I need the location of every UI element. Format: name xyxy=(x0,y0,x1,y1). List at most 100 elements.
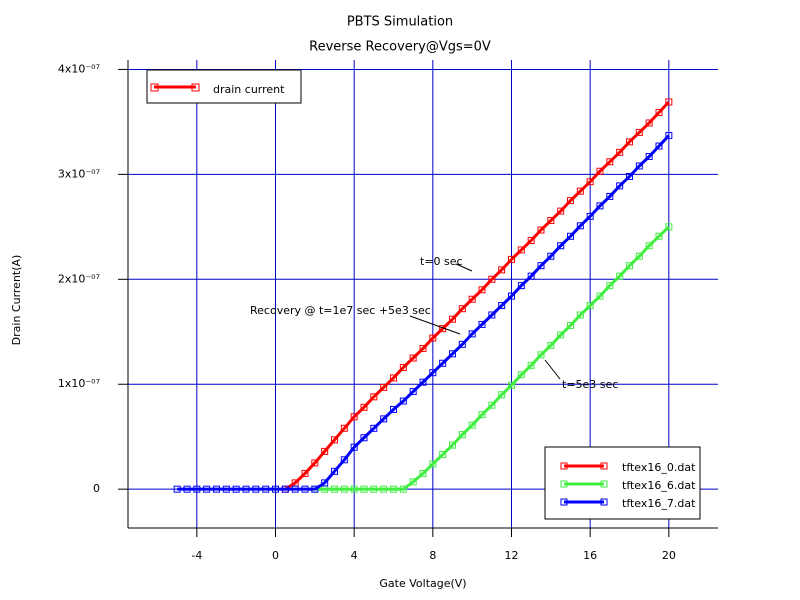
data-point xyxy=(616,272,624,280)
data-point xyxy=(517,282,525,290)
chart-title: PBTS Simulation xyxy=(347,15,453,30)
data-point xyxy=(527,361,535,369)
data-point xyxy=(488,275,496,283)
data-point xyxy=(350,443,358,451)
legend-label: tftex16_7.dat xyxy=(622,497,696,510)
data-point xyxy=(449,315,456,323)
data-point xyxy=(665,132,673,140)
annotation: t=0 sec xyxy=(420,255,463,268)
series-line xyxy=(314,225,670,491)
data-point xyxy=(468,295,476,303)
data-point xyxy=(232,485,240,493)
data-point xyxy=(537,262,545,270)
annotation: t=5e3 sec xyxy=(562,378,618,391)
data-point xyxy=(331,467,338,475)
data-point xyxy=(380,485,388,493)
data-point xyxy=(557,207,565,215)
data-point xyxy=(399,363,407,371)
legend-marker xyxy=(560,498,568,506)
data-point xyxy=(488,311,496,319)
data-point xyxy=(340,424,348,432)
data-point xyxy=(626,138,633,146)
data-point xyxy=(281,485,289,493)
data-point xyxy=(409,478,417,486)
data-point xyxy=(635,252,643,260)
legend-label: tftex16_0.dat xyxy=(622,461,696,474)
data-point xyxy=(360,403,368,411)
annotation-leader xyxy=(455,263,473,272)
data-point xyxy=(399,485,407,493)
data-point xyxy=(517,371,525,379)
data-point xyxy=(458,305,466,313)
legend-label: drain current xyxy=(213,83,285,96)
x-tick-label: 0 xyxy=(272,549,279,562)
data-point xyxy=(252,485,260,493)
data-point xyxy=(360,485,368,493)
data-point xyxy=(576,311,584,319)
data-point xyxy=(665,223,673,231)
data-point xyxy=(547,341,555,349)
data-point xyxy=(370,485,378,493)
legend-marker xyxy=(560,480,568,488)
data-point xyxy=(498,302,506,310)
x-tick-label: -4 xyxy=(191,549,202,562)
data-point xyxy=(429,460,437,468)
data-point xyxy=(409,354,417,362)
annotation: Recovery @ t=1e7 sec +5e3 sec xyxy=(250,304,431,317)
data-point xyxy=(645,119,653,127)
y-tick-label: 4x10⁻⁰⁷ xyxy=(58,62,100,75)
y-tick-label: 2x10⁻⁰⁷ xyxy=(58,272,100,285)
legend: tftex16_0.dat tftex16_6.dat tftex16_7.dat xyxy=(544,446,701,520)
data-point xyxy=(449,441,456,449)
data-point xyxy=(340,485,348,493)
data-point xyxy=(586,178,594,186)
data-point xyxy=(596,202,604,210)
data-point xyxy=(350,485,358,493)
data-point xyxy=(390,405,397,413)
data-point xyxy=(213,485,220,493)
data-point xyxy=(409,388,417,396)
x-tick-label: 12 xyxy=(505,549,519,562)
legend-marker xyxy=(191,83,200,92)
data-point xyxy=(567,232,574,240)
data-point xyxy=(272,485,279,493)
data-point xyxy=(478,320,486,328)
data-point xyxy=(567,321,574,329)
data-point xyxy=(537,226,545,234)
data-point xyxy=(665,98,673,106)
data-point xyxy=(301,469,309,477)
data-point xyxy=(173,485,181,493)
data-point xyxy=(360,434,368,442)
data-point xyxy=(193,485,201,493)
data-point xyxy=(429,369,437,377)
data-point xyxy=(616,148,624,156)
data-point xyxy=(508,381,515,389)
data-point xyxy=(419,469,427,477)
data-point xyxy=(655,232,663,240)
data-point xyxy=(321,479,329,487)
quantity-legend: drain current xyxy=(146,69,302,104)
data-point xyxy=(537,351,545,359)
data-point xyxy=(291,485,299,493)
x-axis-label: Gate Voltage(V) xyxy=(379,577,466,590)
x-tick-label: 8 xyxy=(429,549,436,562)
data-point xyxy=(508,292,515,300)
annotation-leader xyxy=(544,359,561,380)
data-point xyxy=(350,413,358,421)
legend-marker xyxy=(150,83,159,92)
legend-label: tftex16_6.dat xyxy=(622,479,696,492)
data-point xyxy=(311,485,319,493)
data-point xyxy=(203,485,211,493)
y-tick-label: 1x10⁻⁰⁷ xyxy=(58,377,100,390)
legend-marker xyxy=(600,462,608,470)
data-point xyxy=(576,187,584,195)
data-point xyxy=(655,108,663,116)
data-point xyxy=(439,359,447,367)
data-point xyxy=(242,485,250,493)
data-point xyxy=(557,331,565,339)
series-line xyxy=(284,100,670,491)
data-point xyxy=(557,242,565,250)
data-point xyxy=(576,222,584,230)
